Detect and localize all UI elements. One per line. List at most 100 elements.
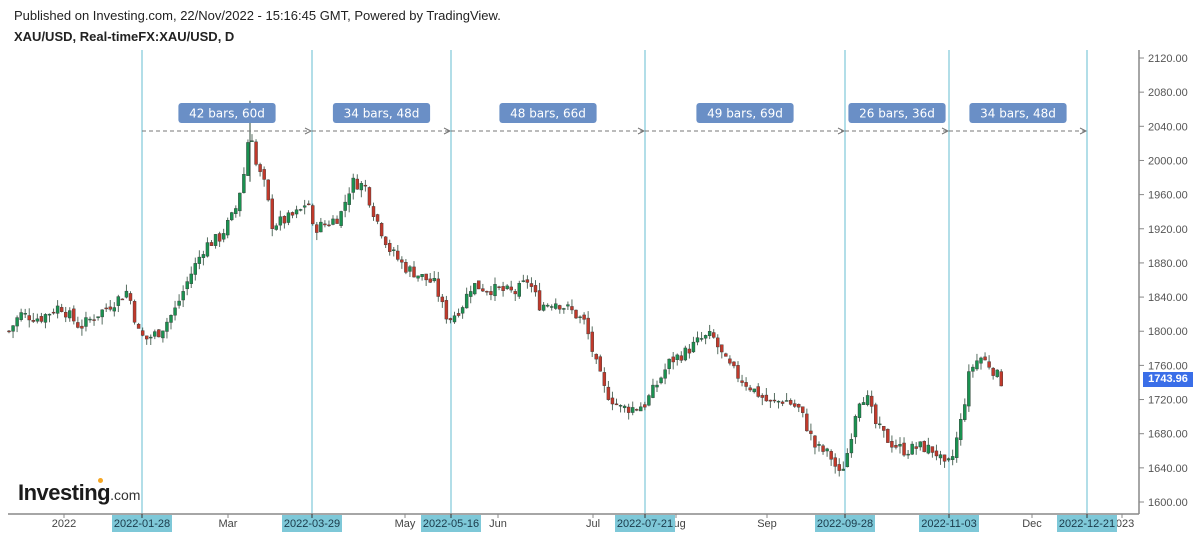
date-marker-label[interactable] — [421, 515, 481, 532]
candle — [339, 211, 343, 226]
candle — [517, 282, 521, 297]
candle — [570, 306, 574, 311]
candle — [157, 329, 161, 338]
candle — [35, 318, 40, 322]
candle — [833, 457, 837, 467]
candle — [234, 208, 238, 215]
bar-count-label[interactable] — [332, 103, 431, 123]
candle — [165, 321, 169, 332]
candle — [197, 256, 202, 264]
date-marker-label[interactable] — [1057, 515, 1117, 532]
candle — [282, 216, 287, 224]
bar-count-label[interactable] — [969, 103, 1067, 123]
time-tick-label: May — [395, 518, 416, 530]
candle — [11, 325, 15, 332]
candle — [910, 443, 914, 455]
candle — [695, 337, 700, 343]
candle — [955, 437, 959, 458]
candle — [84, 317, 88, 327]
candle — [894, 445, 898, 448]
bar-count-label[interactable] — [499, 103, 597, 123]
price-tick-label: 1680.00 — [1148, 429, 1188, 441]
candle — [614, 403, 619, 406]
candle — [327, 224, 331, 227]
candle — [355, 178, 359, 190]
candle — [999, 371, 1003, 387]
bar-count-text: 26 bars, 36d — [859, 107, 935, 121]
candle — [221, 233, 226, 240]
candle — [979, 357, 983, 364]
candle — [817, 444, 821, 446]
candle — [323, 223, 327, 226]
candle — [132, 301, 137, 323]
candle — [63, 311, 68, 318]
candle — [493, 284, 497, 297]
candle — [76, 322, 80, 328]
candle — [396, 250, 400, 260]
candle — [505, 285, 509, 289]
candle — [602, 372, 607, 386]
candle — [930, 446, 935, 453]
date-marker-label[interactable] — [615, 515, 675, 532]
candle — [529, 283, 534, 287]
candle — [92, 319, 96, 321]
candle — [675, 354, 679, 360]
candle — [991, 367, 995, 376]
candle — [679, 355, 683, 361]
candle — [400, 259, 404, 263]
date-marker-text: 2022-05-16 — [423, 518, 479, 530]
candle — [902, 442, 906, 456]
candle — [610, 397, 615, 405]
candle — [351, 177, 355, 193]
candle — [140, 330, 145, 336]
candle — [209, 242, 214, 246]
candle — [574, 309, 578, 319]
candle — [254, 141, 258, 165]
candle — [464, 293, 469, 309]
candle — [213, 234, 218, 246]
candle — [821, 445, 825, 452]
candle — [266, 179, 270, 201]
candle — [481, 288, 485, 292]
candle — [185, 281, 189, 290]
candle — [124, 290, 129, 298]
candle — [853, 416, 858, 438]
date-marker-text: 2022-11-03 — [921, 518, 976, 530]
candle — [639, 406, 643, 412]
candle — [829, 451, 833, 460]
candle — [606, 386, 611, 400]
date-marker-text: 2022-09-28 — [817, 518, 873, 530]
date-marker-label[interactable] — [282, 515, 342, 532]
candle — [294, 209, 299, 215]
date-marker-label[interactable] — [112, 515, 172, 532]
candle — [311, 205, 315, 225]
date-marker-text: 2022-07-21 — [617, 518, 673, 530]
logo-suffix: .com — [110, 487, 141, 503]
candle — [728, 358, 732, 364]
time-axis[interactable]: 2022 Mar May Jun Jul Aug Sep Dec 2023 — [52, 514, 1134, 530]
bar-count-label[interactable] — [178, 103, 276, 123]
date-marker-label[interactable] — [815, 515, 875, 532]
candle — [116, 296, 121, 306]
candle — [533, 285, 538, 293]
symbol-title: XAU/USD, Real-timeFX:XAU/USD, D — [14, 29, 235, 44]
candle — [578, 316, 582, 319]
date-marker-text: 2022-12-21 — [1059, 518, 1115, 530]
candle — [752, 388, 756, 393]
candle — [869, 395, 874, 407]
bar-count-label[interactable] — [696, 103, 794, 123]
candle — [651, 384, 655, 398]
bar-count-label[interactable] — [848, 103, 946, 123]
price-tick-label: 2120.00 — [1148, 53, 1188, 65]
candle — [242, 174, 246, 193]
price-axis[interactable]: 2120.00 2080.00 2040.00 2000.00 1960.00 1920.… — [1139, 53, 1188, 509]
candle — [545, 304, 550, 307]
candle — [238, 192, 242, 212]
candle — [772, 399, 777, 402]
candle — [388, 243, 392, 252]
last-price-badge: 1743.96 — [1143, 372, 1193, 387]
date-marker-label[interactable] — [919, 515, 979, 532]
candle — [193, 263, 198, 275]
vertical-markers — [141, 50, 1088, 514]
